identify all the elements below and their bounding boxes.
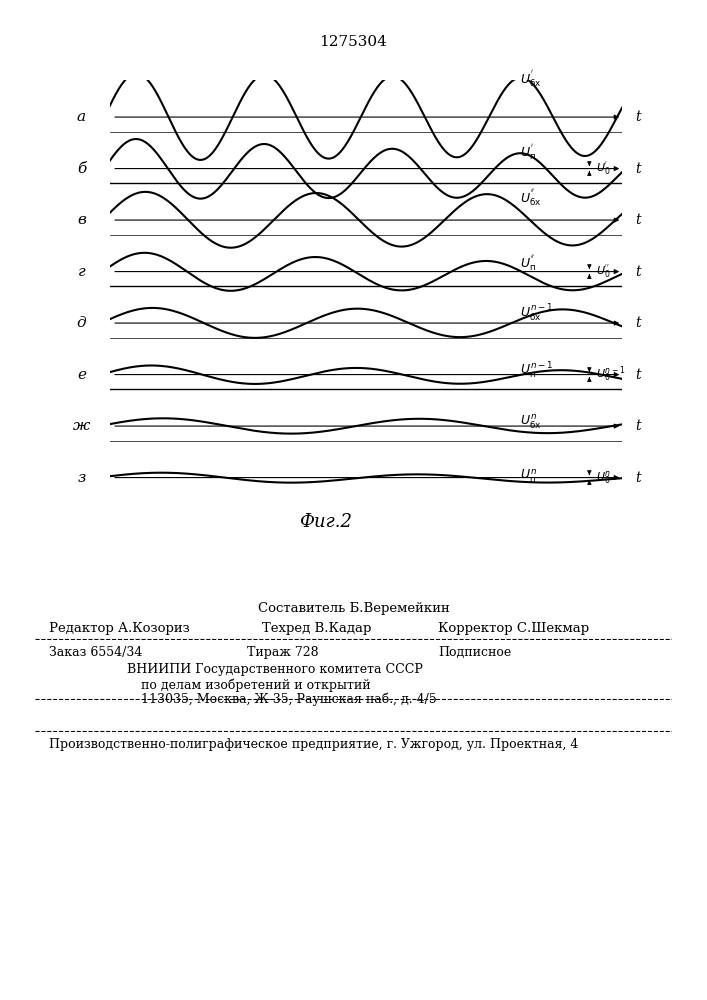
Text: $U^{n-1}_{\mathregular{0}}$: $U^{n-1}_{\mathregular{0}}$	[595, 365, 625, 384]
Text: t: t	[635, 419, 641, 433]
Text: Тираж 728: Тираж 728	[247, 646, 319, 659]
Text: $U^{n-1}_{\mathregular{бх}}$: $U^{n-1}_{\mathregular{бх}}$	[520, 302, 553, 323]
Text: д: д	[76, 316, 86, 330]
Text: г: г	[78, 265, 86, 279]
Text: t: t	[635, 471, 641, 485]
Text: по делам изобретений и открытий: по делам изобретений и открытий	[141, 678, 371, 692]
Text: 1275304: 1275304	[320, 35, 387, 49]
Text: 113035, Москва, Ж-35, Раушская наб., д. 4/5: 113035, Москва, Ж-35, Раушская наб., д. …	[141, 693, 437, 706]
Text: $U^{''}_{\mathregular{бх}}$: $U^{''}_{\mathregular{бх}}$	[520, 187, 541, 208]
Text: Фиг.2: Фиг.2	[299, 513, 351, 531]
Text: $U^{n-1}_{\mathregular{п}}$: $U^{n-1}_{\mathregular{п}}$	[520, 361, 553, 381]
Text: Подписное: Подписное	[438, 646, 512, 659]
Text: в: в	[77, 213, 86, 227]
Text: ж: ж	[73, 419, 90, 433]
Text: Производственно-полиграфическое предприятие, г. Ужгород, ул. Проектная, 4: Производственно-полиграфическое предприя…	[49, 738, 579, 751]
Text: $U^{n}_{\mathregular{0}}$: $U^{n}_{\mathregular{0}}$	[595, 469, 611, 486]
Text: $U^{n}_{\mathregular{бх}}$: $U^{n}_{\mathregular{бх}}$	[520, 412, 541, 431]
Text: t: t	[635, 213, 641, 227]
Text: Корректор С.Шекмар: Корректор С.Шекмар	[438, 622, 590, 635]
Text: Составитель Б.Веремейкин: Составитель Б.Веремейкин	[257, 602, 450, 615]
Text: $U^{'}_{\mathregular{0}}$: $U^{'}_{\mathregular{0}}$	[595, 160, 610, 177]
Text: а: а	[77, 110, 86, 124]
Text: Редактор А.Козориз: Редактор А.Козориз	[49, 622, 190, 635]
Text: б: б	[77, 162, 86, 176]
Text: t: t	[635, 368, 641, 382]
Text: $U^{'}_{\mathregular{п}}$: $U^{'}_{\mathregular{п}}$	[520, 142, 536, 162]
Text: t: t	[635, 316, 641, 330]
Text: $U^{''}_{\mathregular{0}}$: $U^{''}_{\mathregular{0}}$	[595, 263, 610, 280]
Text: $U^{'}_{\mathregular{бх}}$: $U^{'}_{\mathregular{бх}}$	[520, 68, 541, 89]
Text: ВНИИПИ Государственного комитета СССР: ВНИИПИ Государственного комитета СССР	[127, 663, 423, 676]
Text: е: е	[77, 368, 86, 382]
Text: t: t	[635, 110, 641, 124]
Text: Техред В.Кадар: Техред В.Кадар	[262, 622, 371, 635]
Text: t: t	[635, 265, 641, 279]
Text: з: з	[77, 471, 86, 485]
Text: t: t	[635, 162, 641, 176]
Text: $U^{n}_{\mathregular{п}}$: $U^{n}_{\mathregular{п}}$	[520, 467, 537, 485]
Text: $U^{''}_{\mathregular{п}}$: $U^{''}_{\mathregular{п}}$	[520, 253, 536, 273]
Text: Заказ 6554/34: Заказ 6554/34	[49, 646, 143, 659]
